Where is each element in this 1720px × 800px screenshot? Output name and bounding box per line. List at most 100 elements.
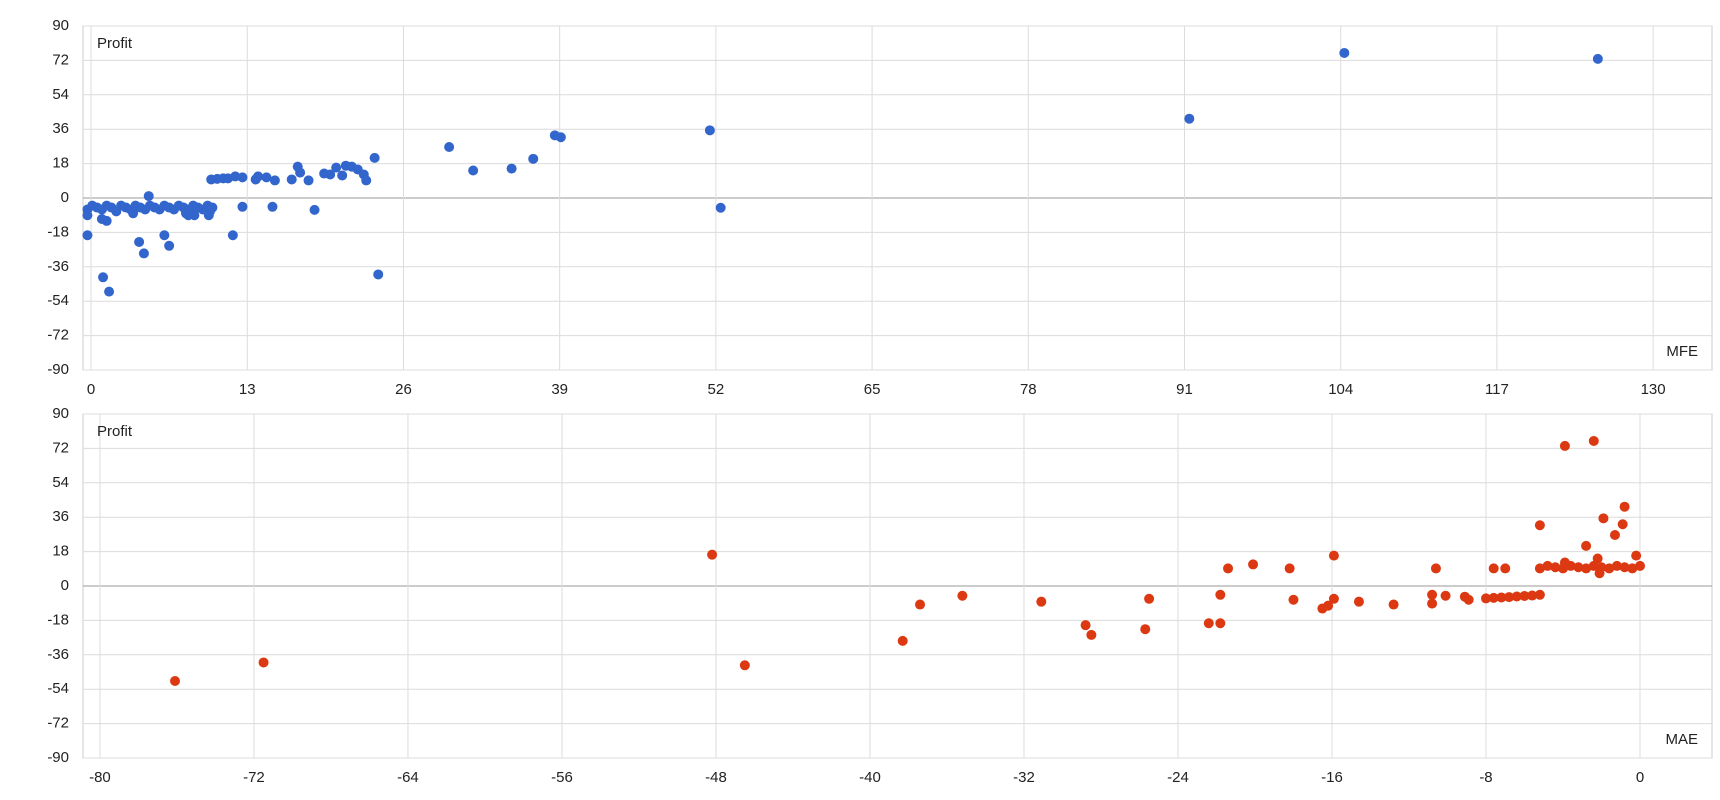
scatter-point: [361, 175, 372, 186]
y-tick-label: -36: [47, 258, 69, 275]
y-tick-label: -90: [47, 361, 69, 378]
scatter-point: [1328, 550, 1339, 561]
scatter-point: [1511, 591, 1522, 602]
y-tick-label: 0: [61, 577, 69, 594]
y-tick-label: 18: [52, 543, 69, 560]
scatter-point: [1631, 550, 1642, 561]
scatter-point: [1080, 620, 1091, 631]
scatter-point: [1036, 596, 1047, 607]
scatter-point: [128, 208, 139, 219]
scatter-point: [1559, 557, 1570, 568]
scatter-point: [957, 590, 968, 601]
x-tick-label: -72: [243, 769, 265, 786]
scatter-point: [555, 132, 566, 143]
scatter-point: [506, 163, 517, 174]
x-tick-label: -8: [1479, 769, 1492, 786]
scatter-point: [267, 201, 278, 212]
scatter-point: [337, 170, 348, 181]
scatter-point: [444, 141, 455, 152]
scatter-point: [82, 230, 93, 241]
y-tick-label: -36: [47, 646, 69, 663]
x-tick-label: -16: [1321, 769, 1343, 786]
scatter-point: [1427, 598, 1438, 609]
scatter-point: [1598, 513, 1609, 524]
x-tick-label: -48: [705, 769, 727, 786]
scatter-point: [1592, 53, 1603, 64]
x-tick-label: 130: [1641, 381, 1666, 398]
y-tick-label: 36: [52, 120, 69, 137]
y-tick-label: -72: [47, 715, 69, 732]
y-tick-label: 54: [52, 474, 69, 491]
scatter-point: [1203, 618, 1214, 629]
scatter-point: [101, 215, 112, 226]
scatter-point: [143, 191, 154, 202]
y-tick-label: -18: [47, 611, 69, 628]
x-tick-label: 0: [1636, 769, 1644, 786]
scatter-point: [373, 269, 384, 280]
scatter-point: [1527, 590, 1538, 601]
scatter-point: [1604, 563, 1615, 574]
x-tick-label: -80: [89, 769, 111, 786]
scatter-point: [1635, 560, 1646, 571]
scatter-point: [1594, 568, 1605, 579]
scatter-point: [1339, 47, 1350, 58]
scatter-point: [1504, 592, 1515, 603]
y-tick-label: -72: [47, 327, 69, 344]
scatter-point: [1184, 113, 1195, 124]
y-tick-label: -18: [47, 223, 69, 240]
scatter-point: [1534, 563, 1545, 574]
x-tick-label: -56: [551, 769, 573, 786]
scatter-point: [1427, 589, 1438, 600]
scatter-point: [1588, 560, 1599, 571]
x-tick-label: 91: [1176, 381, 1193, 398]
scatter-point: [1388, 599, 1399, 610]
x-axis-label: MAE: [1665, 731, 1698, 748]
scatter-point: [1440, 590, 1451, 601]
scatter-point: [261, 172, 272, 183]
scatter-point: [170, 675, 181, 686]
x-tick-label: 52: [708, 381, 725, 398]
scatter-point: [1248, 559, 1259, 570]
scatter-point: [715, 202, 726, 213]
scatter-point: [1488, 592, 1499, 603]
scatter-point: [1496, 592, 1507, 603]
scatter-point: [1430, 563, 1441, 574]
scatter-point: [98, 272, 109, 283]
y-tick-label: -90: [47, 749, 69, 766]
scatter-point: [303, 175, 314, 186]
scatter-point: [286, 174, 297, 185]
x-tick-label: -40: [859, 769, 881, 786]
scatter-point: [1627, 563, 1638, 574]
x-tick-label: 13: [239, 381, 256, 398]
scatter-point: [1500, 563, 1511, 574]
scatter-point: [704, 125, 715, 136]
scatter-point: [258, 657, 269, 668]
scatter-point: [203, 210, 214, 221]
y-axis-label: Profit: [97, 35, 133, 52]
scatter-point: [1215, 589, 1226, 600]
scatter-point: [325, 169, 336, 180]
scatter-point: [1223, 563, 1234, 574]
scatter-point: [104, 286, 115, 297]
scatter-point: [134, 236, 145, 247]
y-tick-label: 54: [52, 86, 69, 103]
scatter-point: [468, 165, 479, 176]
scatter-point: [227, 230, 238, 241]
x-tick-label: 117: [1485, 381, 1509, 398]
scatter-point: [237, 201, 248, 212]
scatter-point: [309, 204, 320, 215]
y-tick-label: -54: [47, 292, 69, 309]
scatter-point: [1328, 593, 1339, 604]
y-tick-label: 90: [52, 17, 69, 34]
scatter-point: [1144, 593, 1155, 604]
scatter-point: [1588, 435, 1599, 446]
scatter-point: [1534, 520, 1545, 531]
scatter-point: [1611, 560, 1622, 571]
scatter-point: [237, 172, 248, 183]
scatter-point: [1581, 563, 1592, 574]
scatter-point: [1353, 596, 1364, 607]
scatter-point: [1463, 594, 1474, 605]
scatter-point: [915, 599, 926, 610]
scatter-point: [1215, 618, 1226, 629]
